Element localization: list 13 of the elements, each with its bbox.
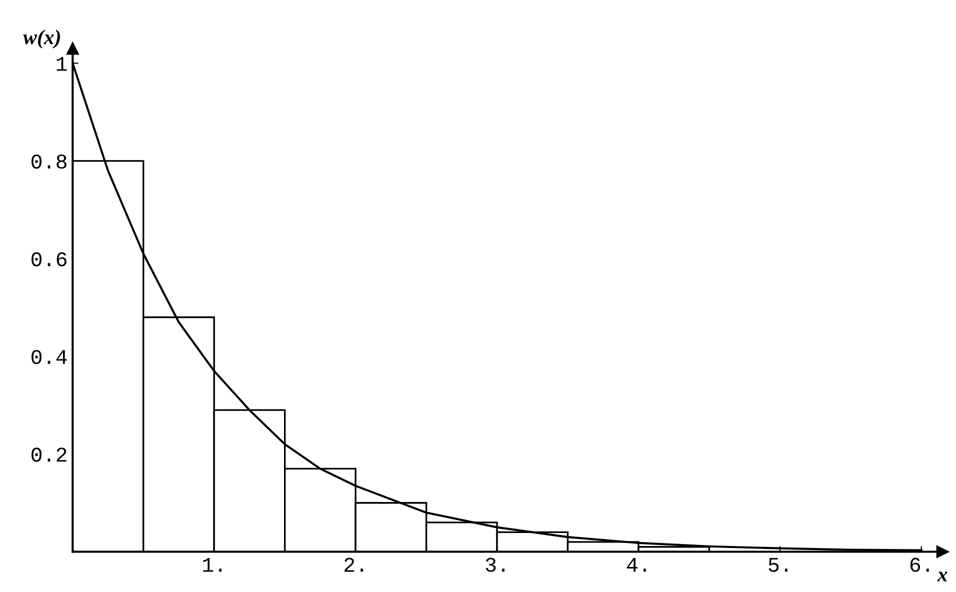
- x-tick-label: 3.: [486, 558, 504, 572]
- x-tick-label: 5.: [768, 558, 788, 572]
- x-axis-title: x: [937, 572, 948, 582]
- y-tick-label: 0.4: [32, 350, 67, 364]
- x-tick-label: 1.: [203, 558, 222, 572]
- x-tick-label: 6.: [910, 558, 929, 572]
- y-tick-label: 0.6: [32, 252, 66, 266]
- x-tick-label: 2.: [344, 558, 364, 572]
- x-tick-label: 4.: [627, 558, 646, 572]
- y-tick-label: 0.2: [32, 448, 66, 462]
- y-tick-label: 1: [56, 57, 67, 71]
- y-axis-title: w(x): [23, 30, 60, 49]
- y-tick-label: 0.8: [32, 154, 66, 169]
